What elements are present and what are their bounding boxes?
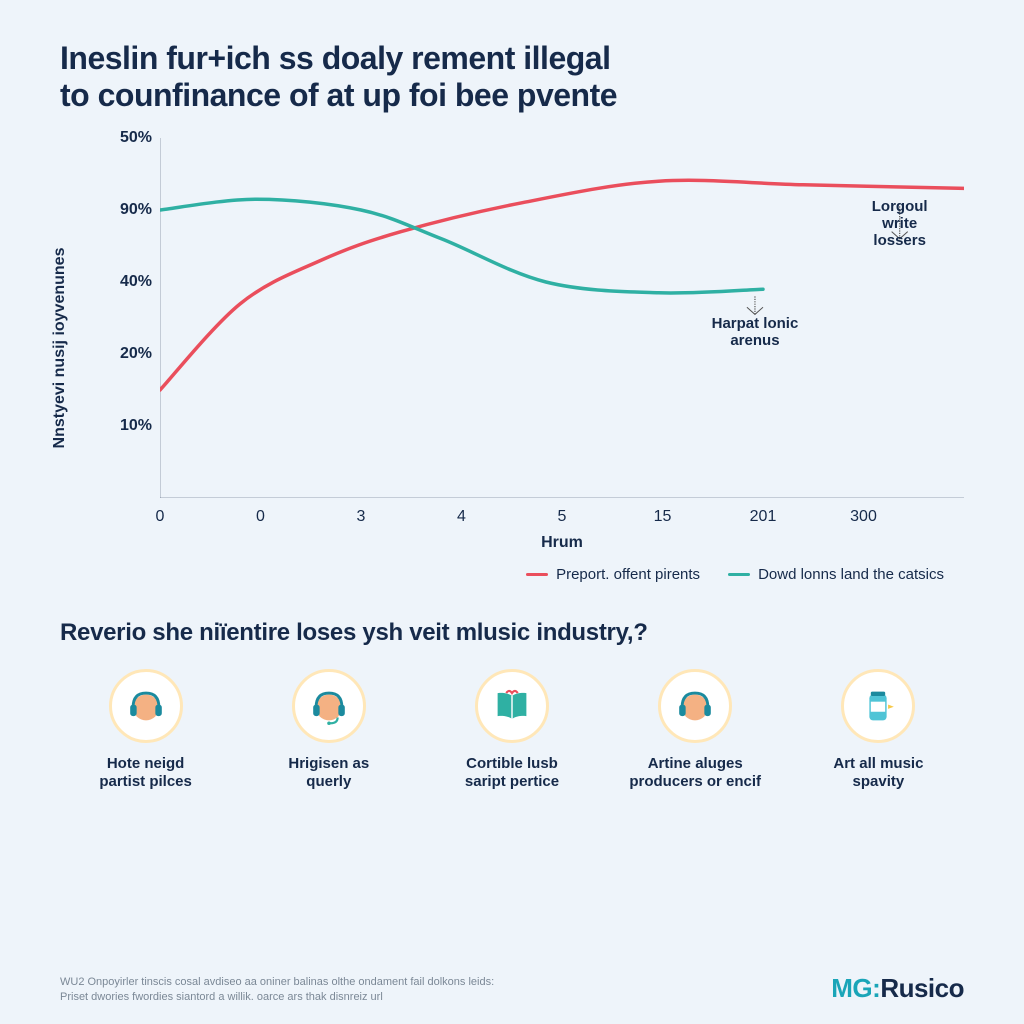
footnote-1: WU2 Onpoyirler tinscis cosal avdiseo aa …: [60, 975, 494, 989]
x-tick: 5: [558, 508, 567, 526]
x-tick: 3: [357, 508, 366, 526]
legend-swatch: [728, 573, 750, 576]
title-line2: to counfinance of at up foi bee pvente: [60, 77, 617, 113]
headset-icon: [292, 669, 366, 743]
card-label: Hote neigdpartist pilces: [99, 755, 192, 793]
series-teal: [160, 199, 763, 293]
y-axis-label: Nnstyevi nusij ioyvenunes: [51, 247, 69, 448]
chart-annotation: Lorgoul writelossers: [868, 198, 932, 250]
y-tick: 20%: [108, 345, 152, 363]
footnotes: WU2 Onpoyirler tinscis cosal avdiseo aa …: [60, 975, 494, 1004]
x-axis-label: Hrum: [541, 534, 583, 552]
book-icon: [475, 669, 549, 743]
brand-part1: MG:: [831, 973, 880, 1003]
x-tick: 4: [457, 508, 466, 526]
page-footer: WU2 Onpoyirler tinscis cosal avdiseo aa …: [60, 953, 964, 1004]
x-tick: 300: [850, 508, 877, 526]
card-label: Artine alugesproducers or encif: [629, 755, 761, 793]
headphones-icon: [109, 669, 183, 743]
legend-label: Dowd lonns land the catsics: [758, 566, 944, 583]
title-line1: Ineslin fur+ich ss doaly rement illegal: [60, 40, 610, 76]
legend-swatch: [526, 573, 548, 576]
footnote-2: Priset dwories fwordies siantord a willi…: [60, 990, 494, 1004]
card-label: Art all musicspavity: [833, 755, 923, 793]
line-chart: Nnstyevi nusij ioyvenunes Hrum 10%20%40%…: [100, 138, 964, 558]
y-tick: 90%: [108, 201, 152, 219]
jar-icon: [841, 669, 915, 743]
info-card: Cortible lusbsaript pertice: [426, 669, 597, 793]
legend-label: Preport. offent pirents: [556, 566, 700, 583]
info-card: Hote neigdpartist pilces: [60, 669, 231, 793]
brand-logo: MG:Rusico: [831, 973, 964, 1004]
x-tick: 0: [256, 508, 265, 526]
info-card: Artine alugesproducers or encif: [610, 669, 781, 793]
legend-item: Dowd lonns land the catsics: [728, 566, 944, 583]
chart-annotation: Harpat lonicarenus: [712, 315, 799, 350]
chart-legend: Preport. offent pirents Dowd lonns land t…: [60, 566, 944, 583]
chart-svg: [160, 138, 964, 498]
card-label: Cortible lusbsaript pertice: [465, 755, 559, 793]
x-tick: 15: [654, 508, 672, 526]
x-tick: 0: [156, 508, 165, 526]
infographic-page: Ineslin fur+ich ss doaly rement illegal …: [0, 0, 1024, 1024]
section-heading: Reverio she niïentire loses ysh veit mlu…: [60, 619, 964, 647]
plot-area: Hrum 10%20%40%90%50%0034515201300Lorgoul…: [160, 138, 964, 498]
y-tick: 10%: [108, 417, 152, 435]
y-tick: 50%: [108, 129, 152, 147]
cards-row: Hote neigdpartist pilces Hrigisen asquerl…: [60, 669, 964, 793]
brand-part2: Rusico: [880, 973, 964, 1003]
headphones-icon: [658, 669, 732, 743]
page-title: Ineslin fur+ich ss doaly rement illegal …: [60, 40, 964, 114]
x-tick: 201: [750, 508, 777, 526]
y-tick: 40%: [108, 273, 152, 291]
legend-item: Preport. offent pirents: [526, 566, 700, 583]
info-card: Hrigisen asquerly: [243, 669, 414, 793]
card-label: Hrigisen asquerly: [288, 755, 369, 793]
info-card: Art all musicspavity: [793, 669, 964, 793]
